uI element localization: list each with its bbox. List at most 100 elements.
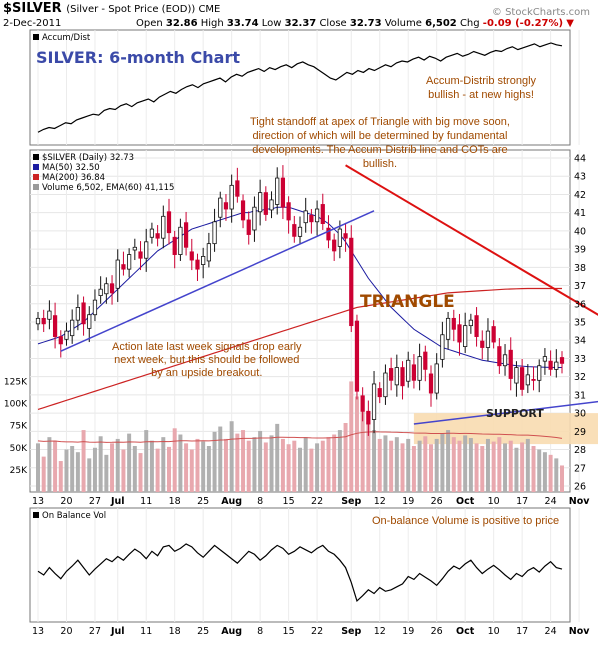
candle-body — [206, 243, 211, 262]
x-tick-label: 12 — [374, 626, 386, 637]
volume-bar — [537, 449, 542, 492]
volume-bar — [457, 440, 462, 492]
volume-bar — [155, 448, 160, 492]
volume-bar — [252, 437, 257, 492]
candle-body — [132, 246, 137, 251]
volume-bar — [206, 446, 211, 492]
ohlc-readout: Open 32.86 High 33.74 Low 32.37 Close 32… — [136, 18, 574, 29]
candle-body — [218, 197, 223, 218]
candle-body — [303, 210, 308, 224]
support-trend-line — [413, 400, 598, 425]
volume-bar — [201, 441, 206, 492]
candle-body — [440, 334, 445, 360]
candle-body — [537, 365, 542, 381]
price-tick-label: 38 — [574, 263, 586, 274]
x-tick-label: 13 — [32, 626, 44, 637]
volume-bar — [542, 452, 547, 492]
x-tick-label: 20 — [60, 626, 72, 637]
candle-body — [377, 388, 382, 398]
candle-body — [332, 239, 337, 252]
volume-bar — [41, 456, 46, 492]
candle-body — [485, 330, 491, 348]
candle-body — [309, 214, 314, 223]
close-value: 32.73 — [349, 18, 382, 29]
candle-body — [144, 241, 149, 259]
candle-body — [297, 226, 303, 237]
candle-body — [520, 367, 525, 390]
volume-bar — [269, 435, 274, 492]
down-arrow-icon: ▼ — [566, 18, 574, 29]
candle-body — [314, 208, 320, 223]
price-tick-label: 44 — [574, 154, 586, 165]
high-value: 33.74 — [226, 18, 259, 29]
candle-body — [559, 357, 565, 364]
volume-tick-label: 50K — [10, 444, 28, 454]
price-tick-label: 40 — [574, 226, 586, 237]
candle-body — [155, 233, 160, 239]
volume-bar — [167, 446, 171, 492]
volume-bar — [195, 438, 200, 492]
candle-body — [411, 364, 417, 381]
candle-body — [514, 367, 519, 384]
candle-body — [502, 354, 508, 367]
accum-note: Accum-Distrib strongly bullish - at new … — [426, 75, 537, 101]
volume-bar — [463, 435, 468, 492]
candle-body — [366, 410, 371, 425]
x-tick-label: Nov — [569, 626, 590, 637]
candle-body — [542, 356, 548, 362]
x-tick-label: 25 — [197, 496, 209, 507]
price-tick-label: 34 — [574, 336, 586, 347]
volume-bar — [560, 465, 564, 492]
legend-entry: MA(200) 36.84 — [42, 173, 105, 183]
price-tick-label: 26 — [574, 482, 586, 493]
volume-bar — [212, 431, 217, 492]
candle-body — [508, 349, 513, 379]
candle-body — [98, 288, 103, 296]
triangle-note: Tight standoff at apex of Triangle with … — [250, 116, 510, 170]
price-tick-label: 37 — [574, 281, 586, 292]
candle-body — [468, 319, 473, 327]
candle-body — [115, 259, 120, 289]
volume-bar — [223, 438, 228, 492]
volume-bar — [47, 437, 52, 492]
volume-bar — [326, 437, 331, 492]
uptrend-line — [60, 210, 375, 352]
candle-body — [349, 237, 354, 327]
candle-body — [320, 204, 325, 224]
legend-entry: MA(50) 32.50 — [42, 163, 100, 173]
candle-body — [52, 315, 58, 337]
volume-bar — [258, 430, 263, 492]
candle-body — [423, 351, 428, 370]
x-tick-label: 11 — [140, 626, 152, 637]
candle-body — [286, 202, 291, 221]
candle-body — [360, 395, 365, 412]
candle-body — [223, 202, 229, 210]
volume-bar — [189, 449, 194, 492]
volume-tick-label: 125K — [4, 377, 28, 387]
candle-body — [149, 228, 155, 238]
volume-bar — [468, 438, 473, 492]
volume-bar — [81, 430, 86, 492]
x-tick-label: 13 — [32, 496, 44, 507]
volume-bar — [514, 447, 519, 492]
x-tick-label: Aug — [221, 626, 242, 637]
price-tick-label: 33 — [574, 354, 586, 365]
triangle-label: TRIANGLE — [360, 292, 455, 312]
candle-body — [104, 283, 109, 295]
x-tick-label: 24 — [545, 626, 557, 637]
accum-dist-line — [37, 42, 563, 133]
price-tick-label: 27 — [574, 463, 586, 474]
volume-bar — [298, 447, 302, 492]
x-tick-label: 24 — [545, 496, 557, 507]
candle-body — [451, 317, 456, 330]
candle-body — [35, 317, 41, 325]
candle-body — [161, 215, 166, 239]
candle-body — [389, 368, 394, 381]
volume-bar — [229, 421, 234, 492]
volume-bar — [53, 440, 58, 492]
candle-body — [326, 227, 331, 241]
x-tick-label: Aug — [221, 496, 242, 507]
x-tick-label: Jul — [110, 496, 125, 507]
candle-body — [121, 264, 126, 270]
